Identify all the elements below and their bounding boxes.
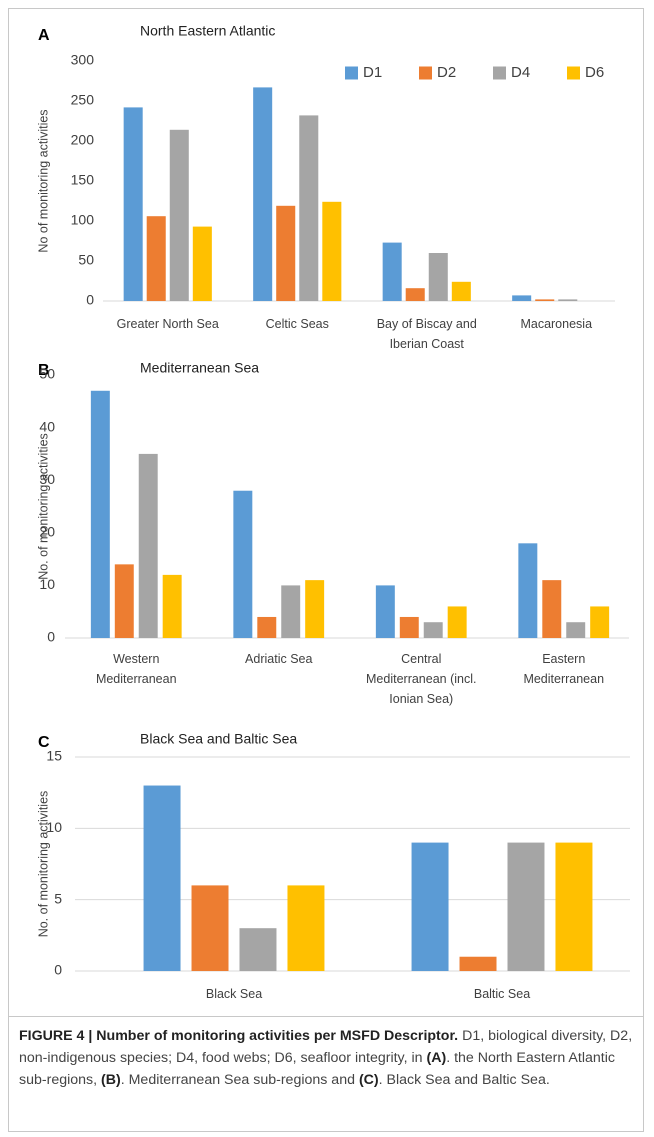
x-tick-label: Bay of Biscay and Iberian Coast — [377, 317, 477, 351]
y-tick-label: 5 — [54, 890, 62, 906]
bar — [146, 216, 166, 301]
legend-swatch — [567, 66, 580, 80]
bar — [287, 885, 325, 971]
bar — [90, 390, 110, 638]
y-tick-label: 10 — [46, 819, 62, 835]
legend-swatch — [493, 66, 506, 80]
x-tick-label: Greater North Sea — [117, 317, 219, 331]
x-tick-label: Baltic Sea — [474, 987, 530, 1001]
y-tick-label: 0 — [54, 962, 62, 978]
y-tick-label: 0 — [86, 292, 94, 308]
y-tick-label: 30 — [39, 471, 55, 487]
legend-label: D4 — [511, 64, 530, 81]
y-tick-label: 150 — [71, 172, 95, 188]
y-tick-label: 10 — [39, 576, 55, 592]
y-tick-label: 50 — [78, 252, 94, 268]
x-tick-label: Central Mediterranean (incl. Ionian Sea) — [366, 652, 476, 706]
bar — [191, 885, 229, 971]
bar — [411, 842, 449, 971]
bar — [169, 129, 189, 301]
x-tick-label: Black Sea — [206, 987, 262, 1001]
bar — [114, 564, 134, 638]
bar — [233, 490, 253, 638]
legend-swatch — [419, 66, 432, 80]
caption-ref: (B) — [101, 1072, 121, 1088]
chart-title: Black Sea and Baltic Sea — [140, 731, 297, 747]
bar — [555, 842, 593, 971]
x-tick-label: Adriatic Sea — [245, 652, 312, 666]
bar — [451, 281, 471, 301]
bar — [542, 580, 562, 638]
bar — [447, 606, 467, 638]
bar — [375, 585, 395, 638]
bar — [123, 107, 143, 302]
chart-title: North Eastern Atlantic — [140, 23, 275, 39]
bar — [459, 956, 497, 971]
bar — [566, 622, 586, 638]
legend-swatch — [345, 66, 358, 80]
x-tick-label: Eastern Mediterranean — [523, 652, 604, 686]
x-tick-label: Macaronesia — [520, 317, 592, 331]
bar — [143, 785, 181, 971]
bar — [138, 453, 158, 638]
charts: A North Eastern Atlantic No of monitoring … — [36, 23, 630, 1001]
bar — [253, 87, 273, 302]
y-tick-label: 300 — [71, 52, 95, 68]
bar — [299, 115, 319, 302]
y-tick-label: 50 — [39, 366, 55, 382]
panel-label: A — [38, 27, 50, 44]
y-tick-label: 0 — [47, 629, 55, 645]
bar — [507, 842, 545, 971]
bar — [558, 299, 578, 301]
bar — [276, 205, 296, 301]
caption: FIGURE 4 | Number of monitoring activiti… — [8, 1016, 644, 1091]
y-tick-label: 15 — [46, 748, 62, 764]
y-tick-label: 40 — [39, 418, 55, 434]
figure-frame — [8, 8, 644, 1132]
bar — [382, 242, 402, 301]
x-tick-label: Western Mediterranean — [96, 652, 177, 686]
caption-title: FIGURE 4 | Number of monitoring activiti… — [19, 1028, 459, 1044]
bar — [518, 543, 538, 638]
caption-ref: (C) — [358, 1072, 379, 1088]
caption-text: . Mediterranean Sea sub-regions and — [120, 1072, 355, 1088]
caption-ref: (A) — [426, 1050, 447, 1066]
bar — [281, 585, 301, 638]
bar — [305, 580, 325, 638]
caption-text: . the North Eastern Atlantic sub-regions… — [19, 1050, 615, 1088]
legend-label: D6 — [585, 64, 604, 81]
bar — [535, 299, 555, 301]
bar — [257, 616, 277, 638]
caption-text: D1, biological diversity, D2, non-indige… — [19, 1028, 633, 1066]
bar — [512, 295, 532, 301]
y-axis-label: No of monitoring activities — [36, 109, 50, 252]
bar — [162, 574, 182, 638]
y-tick-label: 20 — [39, 524, 55, 540]
bar — [322, 201, 342, 301]
y-axis-label: No. of monitoring activities — [36, 791, 50, 938]
y-tick-label: 100 — [71, 212, 95, 228]
legend-label: D2 — [437, 64, 456, 81]
bar — [192, 226, 212, 301]
bar — [239, 928, 277, 971]
legend-label: D1 — [363, 64, 382, 81]
caption-text: . Black Sea and Baltic Sea. — [378, 1072, 550, 1088]
bar — [399, 616, 419, 638]
chart-title: Mediterranean Sea — [140, 360, 259, 376]
bar — [590, 606, 610, 638]
panel-label: C — [38, 734, 50, 751]
bar — [423, 622, 443, 638]
y-tick-label: 250 — [71, 92, 95, 108]
y-tick-label: 200 — [71, 132, 95, 148]
bar — [428, 253, 448, 301]
panel-label: B — [38, 362, 50, 379]
y-axis-label: No. of monitoring activities — [36, 433, 50, 580]
x-tick-label: Celtic Seas — [266, 317, 329, 331]
bar — [405, 288, 425, 301]
